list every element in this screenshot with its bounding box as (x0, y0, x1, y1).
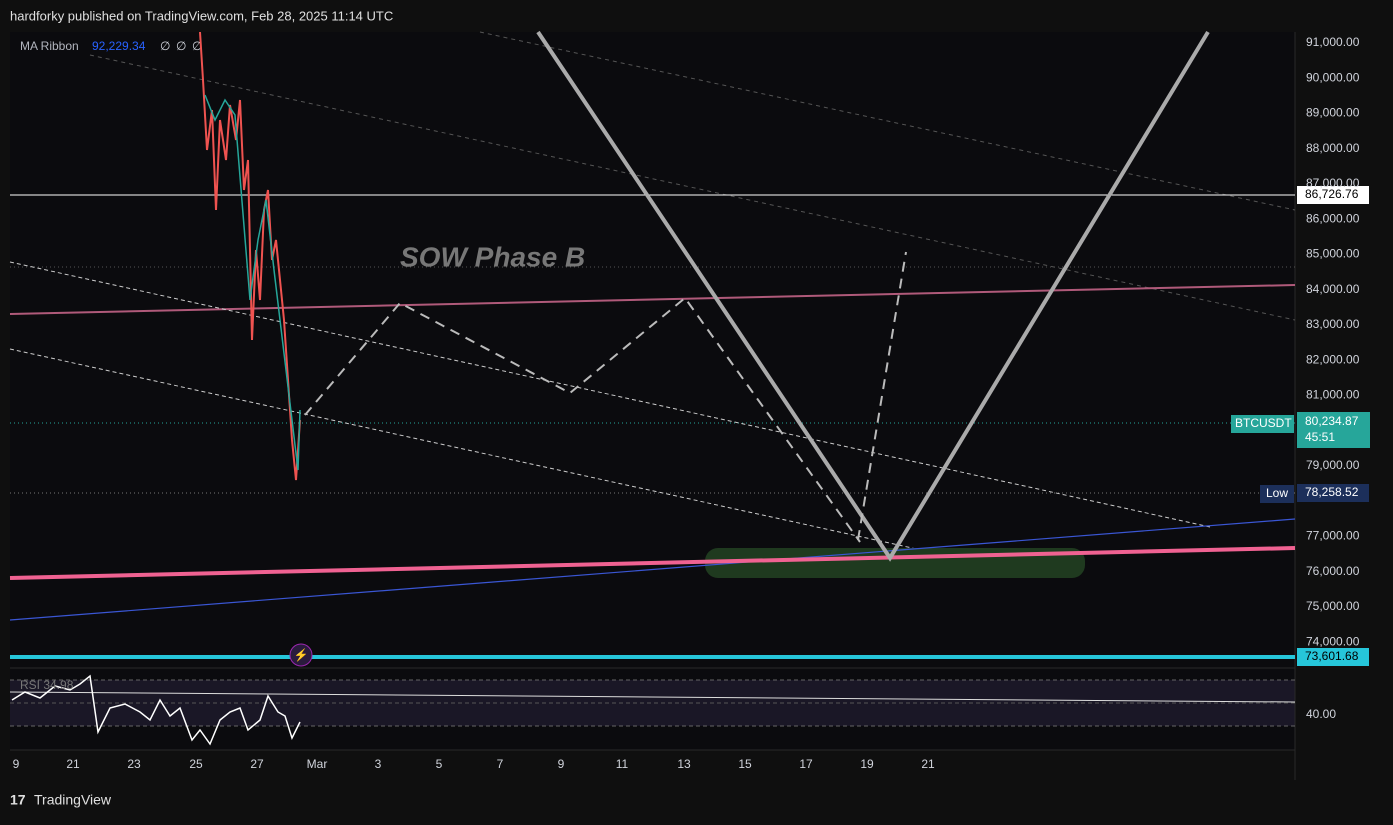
price-axis-label: 81,000.00 (1306, 388, 1360, 402)
price-axis-label: 85,000.00 (1306, 247, 1360, 261)
time-axis-label: 21 (66, 757, 80, 771)
path-projection (857, 251, 907, 541)
time-axis-label: 21 (921, 757, 935, 771)
price-axis-label: 90,000.00 (1306, 70, 1360, 84)
price-axis-label: 91,000.00 (1306, 35, 1360, 49)
header-title: hardforky published on TradingView.com, … (10, 8, 393, 23)
time-axis-label: 9 (13, 757, 20, 771)
trend-line (9, 518, 1296, 621)
low-tag (1260, 485, 1294, 503)
rsi-axis-label: 40.00 (1306, 707, 1336, 721)
v-projection (536, 30, 1210, 562)
price-axis-label: 86,000.00 (1306, 211, 1360, 225)
price-axis: 91,000.00 90,000.00 89,000.00 88,000.00 87,0… (1306, 35, 1360, 648)
low-price: 78,258.52 (1305, 485, 1359, 499)
indicator-flag: ∅ (160, 39, 170, 53)
price-axis-label: 87,000.00 (1306, 176, 1360, 190)
indicator-flag: ∅ (176, 39, 186, 53)
price-axis-label: 75,000.00 (1306, 599, 1360, 613)
price-candles (204, 94, 301, 471)
low-price-tag (1297, 484, 1369, 502)
level-tag-text: 86,726.76 (1305, 187, 1359, 201)
price-axis-label: 82,000.00 (1306, 352, 1360, 366)
event-icon (289, 643, 313, 667)
low-tag-label: Low (1266, 486, 1288, 500)
time-axis-label: 3 (375, 757, 382, 771)
footer-logo: 17 (10, 792, 26, 808)
price-axis-label: 84,000.00 (1306, 282, 1360, 296)
footer-brand: TradingView (34, 792, 112, 808)
rsi-band (10, 680, 1295, 726)
rsi-line (11, 674, 301, 746)
last-price-tag (1297, 412, 1370, 448)
price-axis-label: 83,000.00 (1306, 317, 1360, 331)
support-tag (1297, 648, 1369, 666)
event-icon-glyph: ⚡ (294, 648, 309, 662)
price-axis-label: 74,000.00 (1306, 634, 1360, 648)
price-axis-label: 76,000.00 (1306, 564, 1360, 578)
price-axis-label: 89,000.00 (1306, 106, 1360, 120)
chart-pane (10, 32, 1295, 750)
trend-line (9, 261, 1211, 528)
price-axis-label: 77,000.00 (1306, 529, 1360, 543)
time-axis-label: 17 (799, 757, 813, 771)
time-axis-label: 19 (860, 757, 874, 771)
price-candles (199, 31, 301, 481)
countdown: 45:51 (1305, 430, 1335, 444)
level-tag (1297, 186, 1369, 204)
rsi-label: RSI 34.98 (20, 678, 74, 692)
time-axis-label: 25 (189, 757, 203, 771)
time-axis-label: 11 (616, 757, 629, 771)
price-axis-label: 88,000.00 (1306, 141, 1360, 155)
rsi-trend-line (9, 691, 1296, 703)
trend-line (9, 546, 1296, 580)
time-axis-label: 15 (738, 757, 752, 771)
time-axis-label: 13 (677, 757, 691, 771)
trend-line (479, 31, 1296, 211)
indicator-value: 92,229.34 (92, 39, 146, 53)
indicator-flag: ∅ (192, 39, 202, 53)
symbol-tag-text: BTCUSDT (1235, 416, 1292, 430)
price-axis-label: 79,000.00 (1306, 458, 1360, 472)
time-axis-label: 27 (250, 757, 264, 771)
trend-line (89, 54, 1296, 321)
indicator-name: MA Ribbon (20, 39, 79, 53)
support-price: 73,601.68 (1305, 649, 1359, 663)
time-axis-label: 5 (436, 757, 443, 771)
time-axis-label: 9 (558, 757, 565, 771)
time-axis-label: 23 (127, 757, 141, 771)
time-axis-label: Mar (307, 757, 328, 771)
time-axis-label: 7 (497, 757, 504, 771)
annotation: SOW Phase B (400, 241, 585, 272)
trend-line (9, 348, 981, 564)
symbol-tag (1231, 415, 1294, 433)
time-axis: 9 21 23 25 27 Mar 3 5 7 9 11 13 15 17 19 21 (13, 757, 935, 771)
last-price: 80,234.87 (1305, 414, 1359, 428)
